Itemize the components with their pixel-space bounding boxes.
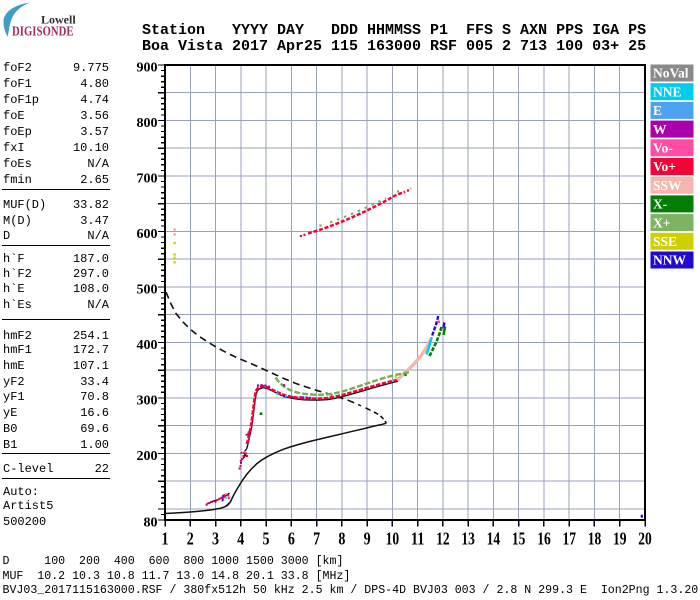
svg-text:6: 6	[288, 529, 295, 549]
svg-text:Lowell: Lowell	[41, 13, 76, 27]
svg-text:X+: X+	[653, 215, 670, 230]
svg-text:12: 12	[436, 529, 450, 549]
svg-text:NNW: NNW	[653, 253, 686, 268]
svg-text:17: 17	[562, 529, 576, 549]
svg-text:SSE: SSE	[653, 234, 677, 249]
svg-text:11: 11	[411, 529, 425, 549]
svg-text:X-: X-	[653, 197, 667, 212]
svg-text:W: W	[653, 122, 667, 137]
svg-text:NoVal: NoVal	[653, 66, 689, 81]
svg-text:700: 700	[137, 171, 158, 186]
svg-text:800: 800	[137, 116, 158, 131]
svg-text:600: 600	[137, 227, 158, 242]
svg-text:200: 200	[137, 449, 158, 464]
svg-text:80: 80	[144, 515, 158, 530]
svg-text:8: 8	[338, 529, 345, 549]
svg-text:900: 900	[137, 60, 158, 75]
svg-text:Vo-: Vo-	[653, 141, 673, 156]
svg-text:Vo+: Vo+	[653, 159, 676, 174]
svg-text:7: 7	[313, 529, 320, 549]
svg-text:4: 4	[237, 529, 244, 549]
svg-text:NNE: NNE	[653, 84, 682, 99]
svg-text:DIGISONDE: DIGISONDE	[12, 24, 74, 39]
svg-text:E: E	[653, 103, 662, 118]
svg-text:3: 3	[212, 529, 219, 549]
svg-text:20: 20	[638, 529, 652, 549]
svg-text:10: 10	[386, 529, 400, 549]
svg-text:18: 18	[588, 529, 602, 549]
svg-text:13: 13	[461, 529, 475, 549]
svg-text:300: 300	[137, 393, 158, 408]
svg-text:9: 9	[364, 529, 371, 549]
svg-text:2: 2	[187, 529, 194, 549]
svg-text:400: 400	[137, 338, 158, 353]
svg-text:15: 15	[512, 529, 526, 549]
svg-text:16: 16	[537, 529, 551, 549]
svg-text:19: 19	[613, 529, 627, 549]
svg-text:14: 14	[487, 529, 501, 549]
svg-text:SSW: SSW	[653, 178, 682, 193]
svg-text:1: 1	[162, 529, 169, 549]
svg-text:500: 500	[137, 282, 158, 297]
svg-text:5: 5	[263, 529, 270, 549]
